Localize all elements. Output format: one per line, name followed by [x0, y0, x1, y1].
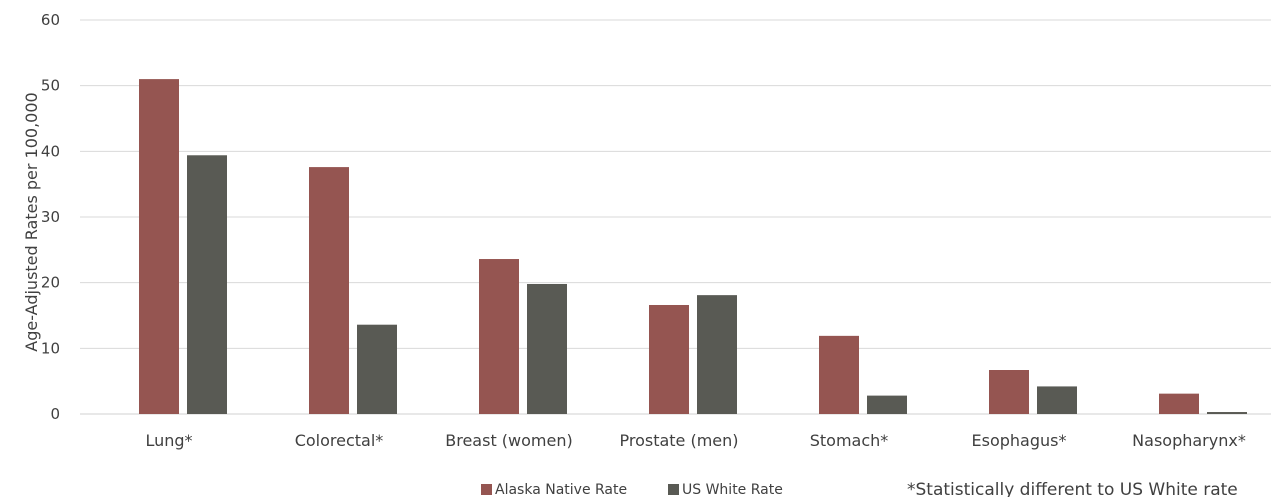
y-tick-label: 30	[41, 208, 60, 226]
y-tick-label: 20	[41, 274, 60, 292]
x-category-label: Lung*	[145, 431, 192, 450]
bar-alaska-native	[309, 167, 349, 414]
legend: Alaska Native Rate US White Rate	[481, 482, 783, 497]
bar-alaska-native	[819, 335, 859, 414]
x-category-label: Prostate (men)	[619, 431, 738, 450]
x-category-label: Colorectal*	[295, 431, 384, 450]
bar-us-white	[867, 395, 907, 414]
legend-label: Alaska Native Rate	[495, 482, 627, 497]
bar-alaska-native	[1159, 393, 1199, 414]
bar-alaska-native	[989, 370, 1029, 414]
bar-us-white	[357, 324, 397, 414]
y-axis-ticks: 0 10 20 30 40 50 60	[41, 11, 60, 423]
legend-swatch	[481, 484, 492, 495]
bar-us-white	[1207, 412, 1247, 414]
bar-alaska-native	[649, 304, 689, 414]
y-tick-label: 40	[41, 142, 60, 160]
y-axis-title: Age-Adjusted Rates per 100,000	[22, 92, 41, 351]
bar-us-white	[187, 155, 227, 415]
legend-label: US White Rate	[682, 482, 783, 497]
gridlines	[80, 19, 1271, 415]
x-category-label: Breast (women)	[445, 431, 572, 450]
footnote: *Statistically different to US White rat…	[907, 480, 1238, 497]
y-tick-label: 60	[41, 11, 60, 29]
y-tick-label: 50	[41, 77, 60, 95]
bar-us-white	[697, 295, 737, 414]
bar-us-white	[527, 283, 567, 414]
bar-us-white	[1037, 386, 1077, 414]
x-category-label: Esophagus*	[972, 431, 1067, 450]
x-category-label: Stomach*	[810, 431, 889, 450]
legend-swatch	[668, 484, 679, 495]
bar-alaska-native	[479, 259, 519, 414]
x-axis-categories: Lung* Colorectal* Breast (women) Prostate (…	[145, 431, 1245, 450]
y-tick-label: 0	[50, 405, 60, 423]
bar-alaska-native	[139, 79, 179, 414]
bars	[139, 79, 1247, 415]
x-category-label: Nasopharynx*	[1132, 431, 1246, 450]
y-tick-label: 10	[41, 339, 60, 357]
